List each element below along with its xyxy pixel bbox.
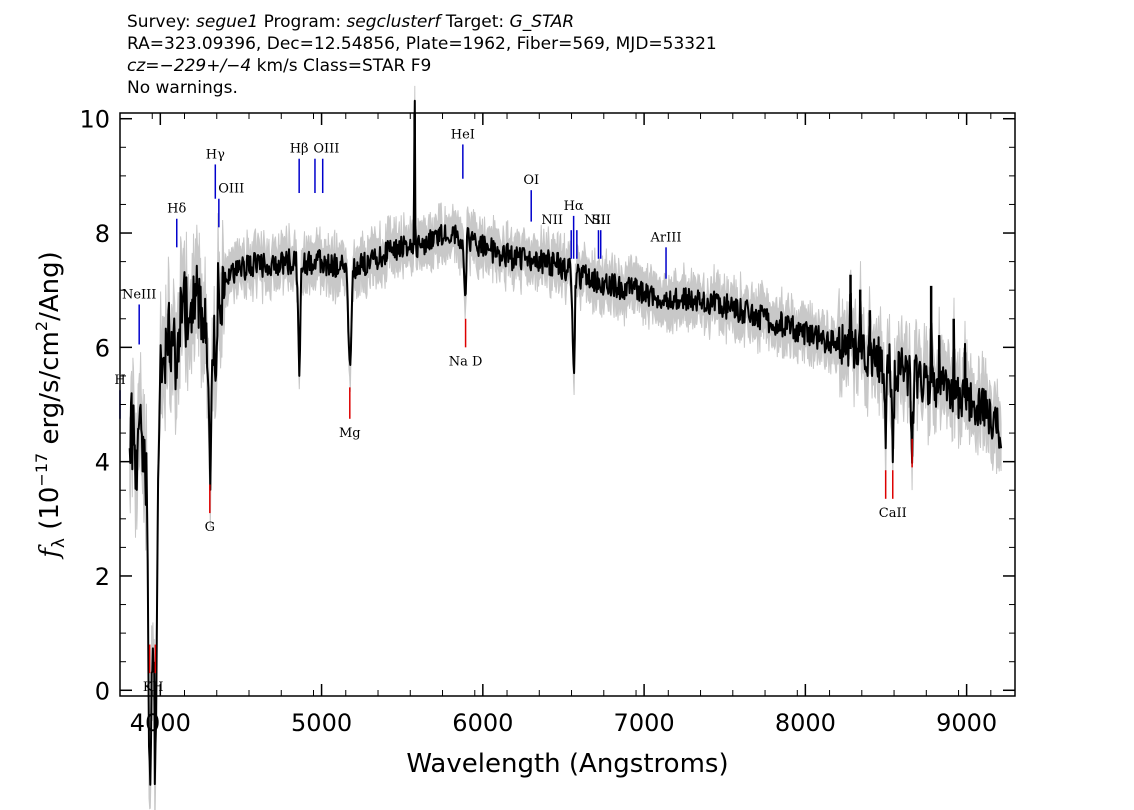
y-tick-label: 10 xyxy=(79,106,110,134)
x-tick-label: 8000 xyxy=(775,709,836,737)
program-name: segclusterf xyxy=(346,12,441,32)
header-line-survey: Survey: segue1 Program: segclusterf Targ… xyxy=(127,11,717,33)
emission-line-label: HeI xyxy=(451,127,475,142)
spectrum-header: Survey: segue1 Program: segclusterf Targ… xyxy=(127,11,717,99)
emission-line-label: OI xyxy=(523,173,539,188)
emission-line-label: Hβ xyxy=(290,142,309,157)
y-tick-label: 2 xyxy=(95,563,110,591)
absorption-line-label: K xyxy=(143,680,153,695)
target-prefix: Target: xyxy=(440,12,510,32)
x-tick-label: 6000 xyxy=(452,709,513,737)
flux-error-area xyxy=(129,85,1002,810)
y-axis-label-square: 2 xyxy=(32,321,51,331)
x-axis-label: Wavelength (Angstroms) xyxy=(406,749,728,779)
y-tick-label: 0 xyxy=(95,677,110,705)
emission-line-label: NII xyxy=(584,213,606,228)
x-tick-label: 9000 xyxy=(936,709,997,737)
absorption-line-label: Na D xyxy=(449,354,483,369)
absorption-line-label: G xyxy=(205,520,215,535)
emission-line-label: Hγ xyxy=(206,147,225,162)
header-line-warnings: No warnings. xyxy=(127,78,238,98)
x-tick-label: 7000 xyxy=(614,709,675,737)
y-axis-label-units: erg/s/cm xyxy=(35,331,65,453)
y-axis-label-end: /Ang) xyxy=(35,251,65,321)
y-tick-label: 6 xyxy=(95,334,110,362)
emission-line-label: NeIII xyxy=(122,287,156,302)
emission-line-label: OIII xyxy=(218,182,244,197)
axis-ticks: 4000 5000 6000 7000 8000 9000 0 2 4 6 8 10 xyxy=(79,106,1015,737)
survey-prefix: Survey: xyxy=(127,12,197,32)
flux-line xyxy=(128,99,1003,786)
y-axis-label-lambda: λ xyxy=(49,538,69,548)
emission-line-label: NII xyxy=(541,213,563,228)
y-axis-label-scale: (10 xyxy=(35,487,65,539)
emission-line-label: ArIII xyxy=(650,230,682,245)
y-axis-label: fλ (10−17 erg/s/cm2/Ang) xyxy=(32,251,69,560)
cz-value: −229+/−4 xyxy=(159,56,252,76)
absorption-line-label: Mg xyxy=(339,426,361,441)
absorption-line-label: CaII xyxy=(879,506,907,521)
x-tick-label: 5000 xyxy=(291,709,352,737)
program-prefix: Program: xyxy=(258,12,347,32)
cz-label: cz= xyxy=(127,56,160,76)
x-tick-label: 4000 xyxy=(130,709,191,737)
emission-line-label: Hδ xyxy=(167,202,186,217)
header-line-redshift: cz=−229+/−4 km/s Class=STAR F9 xyxy=(127,55,717,77)
emission-line-label: Hα xyxy=(564,199,584,214)
emission-line-label: OIII xyxy=(313,142,339,157)
survey-name: segue1 xyxy=(196,12,259,32)
flux-series xyxy=(128,99,1003,786)
target-name: G_STAR xyxy=(509,12,575,32)
y-tick-label: 4 xyxy=(95,449,110,477)
class-text: km/s Class=STAR F9 xyxy=(251,56,432,76)
y-axis-label-exponent: −17 xyxy=(32,453,51,487)
absorption-line-label: H xyxy=(152,680,163,695)
emission-line-label: SII xyxy=(592,213,611,228)
header-line-coords: RA=323.09396, Dec=12.54856, Plate=1962, … xyxy=(127,34,717,54)
y-tick-label: 8 xyxy=(95,220,110,248)
flux-error-band xyxy=(129,85,1002,810)
